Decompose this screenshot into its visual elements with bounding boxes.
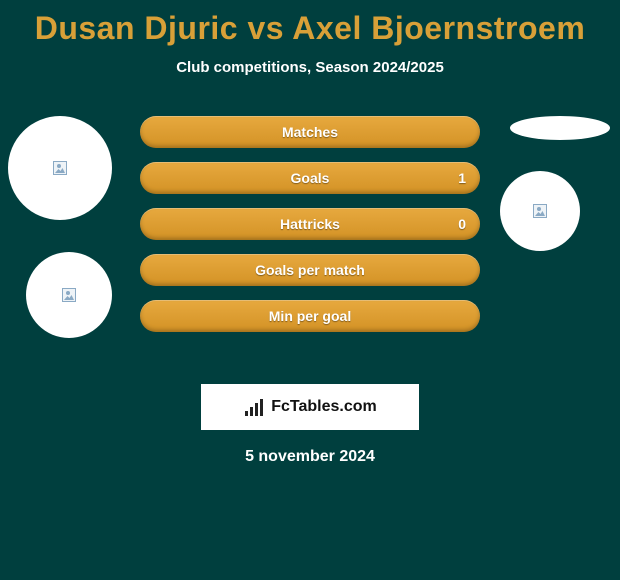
player-right-avatar <box>500 171 580 251</box>
stat-label: Matches <box>282 124 338 140</box>
date-text: 5 november 2024 <box>0 448 620 466</box>
stat-label: Hattricks <box>280 216 340 232</box>
player-right-ellipse <box>510 116 610 140</box>
subtitle: Club competitions, Season 2024/2025 <box>0 59 620 76</box>
player-left-avatar-2 <box>26 252 112 338</box>
stat-bar-goals: Goals 1 <box>140 162 480 194</box>
bar-chart-icon <box>243 398 265 416</box>
image-placeholder-icon <box>53 161 67 175</box>
brand-box: FcTables.com <box>201 384 419 430</box>
stat-label: Goals <box>291 170 330 186</box>
page-title: Dusan Djuric vs Axel Bjoernstroem <box>0 0 620 47</box>
stat-value-right: 1 <box>458 170 466 186</box>
stat-bars: Matches Goals 1 Hattricks 0 Goals per ma… <box>140 116 480 346</box>
stat-bar-min-per-goal: Min per goal <box>140 300 480 332</box>
stat-label: Min per goal <box>269 308 351 324</box>
stat-value-right: 0 <box>458 216 466 232</box>
stat-bar-goals-per-match: Goals per match <box>140 254 480 286</box>
image-placeholder-icon <box>62 288 76 302</box>
comparison-content: Matches Goals 1 Hattricks 0 Goals per ma… <box>0 116 620 376</box>
stat-bar-matches: Matches <box>140 116 480 148</box>
stat-bar-hattricks: Hattricks 0 <box>140 208 480 240</box>
brand-text: FcTables.com <box>271 398 377 416</box>
stat-label: Goals per match <box>255 262 365 278</box>
player-left-avatar-1 <box>8 116 112 220</box>
image-placeholder-icon <box>533 204 547 218</box>
